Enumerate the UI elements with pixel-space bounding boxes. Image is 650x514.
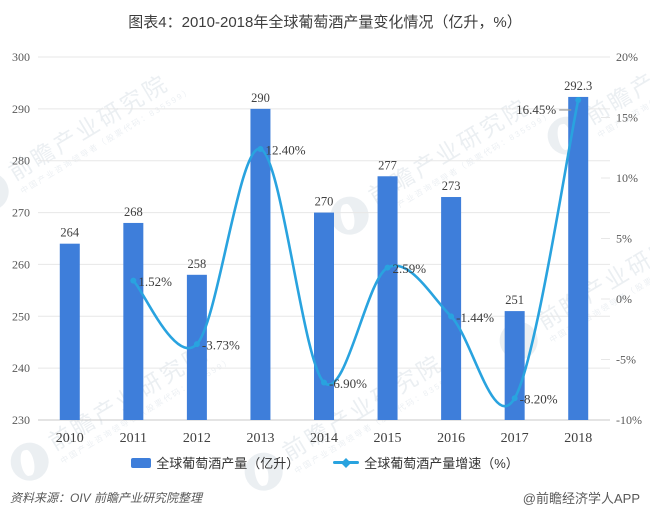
left-axis-tick-label: 260: [12, 257, 30, 271]
right-axis-tick-label: -10%: [616, 413, 642, 427]
line-point-2013: [257, 145, 264, 152]
x-axis-label-2012: 2012: [183, 431, 211, 446]
line-point-2014: [321, 379, 327, 386]
bar-2016: [441, 197, 462, 420]
chart-title: 图表4：2010-2018年全球葡萄酒产量变化情况（亿升，%）: [128, 14, 522, 31]
bar-2017: [504, 311, 525, 420]
line-point-2016: [448, 313, 455, 320]
left-axis-tick-label: 280: [12, 154, 30, 168]
growth-label-2018: 16.45%: [516, 102, 556, 117]
legend: 全球葡萄酒产量（亿升） 全球葡萄酒产量增速（%）: [0, 453, 650, 472]
line-point-2012: [193, 341, 200, 348]
line-point-2018: [575, 96, 582, 103]
bar-2013: [250, 108, 271, 420]
left-axis-tick-label: 300: [12, 50, 30, 64]
right-axis-tick-label: 10%: [616, 171, 638, 185]
line-series-dot-icon: [341, 457, 352, 468]
x-axis-label-2016: 2016: [437, 431, 465, 446]
bar-value-label-2010: 264: [60, 226, 80, 240]
bar-2010: [59, 243, 80, 420]
right-axis-tick-label: -5%: [616, 353, 636, 367]
bar-value-label-2015: 277: [378, 158, 397, 172]
line-point-2015: [384, 264, 391, 271]
x-axis-label-2017: 2017: [501, 431, 529, 446]
line-point-2011: [130, 277, 137, 284]
growth-label-2014: -6.90%: [329, 376, 367, 391]
source-text: 资料来源：OIV 前瞻产业研究院整理: [10, 491, 203, 505]
right-axis-tick-label: 15%: [616, 111, 638, 125]
right-axis-tick-label: 0%: [616, 292, 632, 306]
line-series-label: 全球葡萄酒产量增速（%）: [364, 456, 519, 471]
right-axis-tick-label: 20%: [616, 50, 638, 64]
growth-label-2016: -1.44%: [456, 310, 494, 325]
x-axis-label-2015: 2015: [374, 431, 402, 446]
footer: 资料来源：OIV 前瞻产业研究院整理 @前瞻经济学人APP: [10, 488, 640, 507]
growth-label-2013: 12.40%: [265, 142, 305, 157]
x-axis-label-2014: 2014: [310, 431, 338, 446]
bar-value-label-2012: 258: [188, 257, 207, 271]
x-axis-label-2018: 2018: [564, 431, 592, 446]
left-axis-tick-label: 230: [12, 413, 30, 427]
bar-2012: [186, 274, 207, 420]
bar-2015: [377, 176, 398, 420]
bar-series-label: 全球葡萄酒产量（亿升）: [156, 456, 300, 471]
x-axis-label-2011: 2011: [120, 431, 147, 446]
bar-value-label-2011: 268: [124, 205, 143, 219]
left-axis-tick-label: 250: [12, 309, 30, 323]
bar-value-label-2014: 270: [315, 195, 334, 209]
bar-value-label-2013: 290: [251, 91, 270, 105]
growth-label-2017: -8.20%: [520, 392, 558, 407]
left-axis-tick-label: 290: [12, 102, 30, 116]
bar-value-label-2017: 251: [505, 293, 524, 307]
growth-label-2011: 1.52%: [138, 274, 172, 289]
x-axis-label-2010: 2010: [56, 431, 84, 446]
bar-2018: [568, 96, 589, 421]
bar-2014: [314, 212, 334, 420]
legend-item-production: 全球葡萄酒产量（亿升）: [131, 453, 299, 472]
credit-text: @前瞻经济学人APP: [522, 491, 640, 506]
legend-item-growth: 全球葡萄酒产量增速（%）: [333, 453, 519, 472]
bar-value-label-2018: 292.3: [564, 79, 592, 93]
bar-2011: [123, 222, 144, 420]
combo-chart: 300 290 280 270 260 250 240 230 20% 15% 10% 5% 0% -5%…: [12, 50, 642, 446]
left-axis-tick-label: 270: [12, 206, 30, 220]
bar-series-swatch: [131, 457, 152, 468]
growth-label-2015: 2.59%: [393, 261, 427, 276]
x-axis-label-2013: 2013: [246, 431, 274, 446]
right-axis-tick-label: 5%: [616, 232, 632, 246]
growth-label-2012: -3.73%: [202, 338, 240, 353]
left-axis-tick-label: 240: [12, 361, 30, 375]
line-series-marker-icon: [333, 457, 360, 468]
line-point-2017: [511, 395, 518, 402]
bar-value-label-2016: 273: [442, 179, 461, 193]
